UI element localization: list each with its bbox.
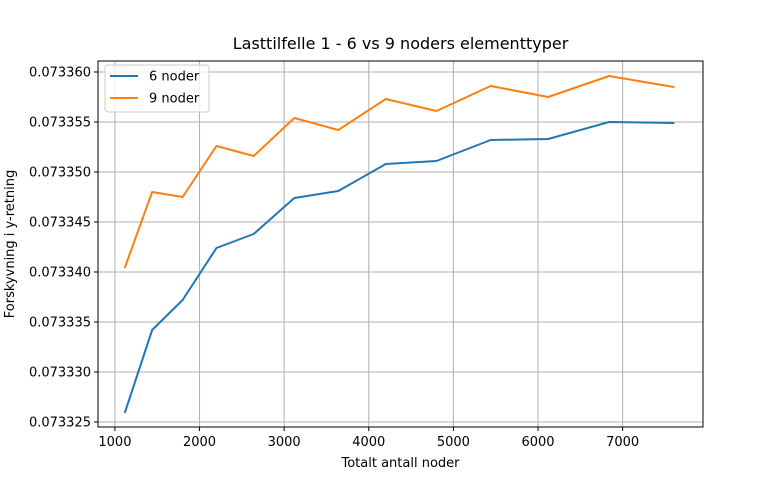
y-tick-label: 0.073345 — [29, 216, 91, 231]
y-tick-label: 0.073325 — [29, 416, 91, 431]
y-axis-label: Forskyvning i y-retning — [3, 170, 18, 318]
series-2-point — [215, 145, 217, 147]
series-line-2 — [123, 75, 675, 269]
x-axis-label: Totalt antall noder — [340, 456, 460, 471]
series-2-point — [293, 117, 295, 119]
x-tick-label: 2000 — [183, 435, 216, 450]
series-1-point — [385, 163, 387, 165]
y-tick-label: 0.073335 — [29, 316, 91, 331]
series-1-point — [151, 329, 153, 331]
series-line-1 — [123, 121, 675, 414]
series-2-point — [124, 266, 126, 268]
series-layer — [123, 75, 675, 414]
x-tick-label: 3000 — [268, 435, 301, 450]
series-2-point — [253, 155, 255, 157]
series-1-point — [253, 233, 255, 235]
series-1-point — [337, 190, 339, 192]
series-1-point — [215, 247, 217, 249]
x-tick-label: 7000 — [606, 435, 639, 450]
x-tick-label: 1000 — [98, 435, 131, 450]
plot-frame — [97, 60, 704, 428]
series-2-point — [151, 191, 153, 193]
series-1-point — [547, 138, 549, 140]
x-tick-label: 5000 — [437, 435, 470, 450]
series-2-point — [337, 129, 339, 131]
grid — [98, 61, 703, 427]
series-2-point — [385, 98, 387, 100]
chart-title: Lasttilfelle 1 - 6 vs 9 noders elementty… — [233, 34, 569, 53]
y-tick-label: 0.073360 — [29, 66, 91, 81]
series-2-point — [182, 196, 184, 198]
series-1-point — [435, 160, 437, 162]
legend: 6 noder 9 noder — [104, 64, 210, 113]
y-tick-label: 0.073340 — [29, 266, 91, 281]
y-tick-label: 0.073350 — [29, 166, 91, 181]
series-1-point — [672, 122, 674, 124]
y-axis-ticks: 0.073325 0.073330 0.073335 0.073340 0.073345… — [29, 66, 98, 431]
series-2-point — [547, 96, 549, 98]
y-tick-label: 0.073330 — [29, 366, 91, 381]
x-tick-label: 4000 — [352, 435, 385, 450]
series-1-point — [293, 197, 295, 199]
series-1-point — [124, 411, 126, 413]
series-2-point — [672, 86, 674, 88]
series-1-point — [182, 299, 184, 301]
legend-label-1: 6 noder — [149, 70, 200, 85]
y-tick-label: 0.073355 — [29, 116, 91, 131]
series-2-point — [435, 110, 437, 112]
series-2-point — [490, 85, 492, 87]
x-tick-label: 6000 — [521, 435, 554, 450]
series-2-point — [608, 75, 610, 77]
series-1-point — [490, 139, 492, 141]
series-1-point — [608, 121, 610, 123]
legend-label-2: 9 noder — [149, 92, 200, 107]
x-axis-ticks: 1000 2000 3000 4000 5000 6000 7000 — [98, 427, 639, 450]
